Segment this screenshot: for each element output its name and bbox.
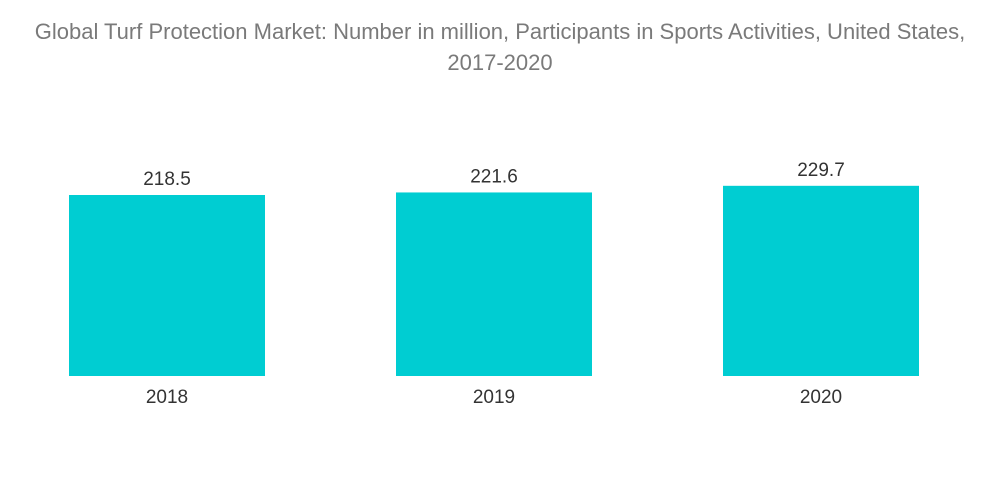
x-tick-label-2020: 2020	[800, 387, 842, 408]
x-tick-label-2018: 2018	[146, 387, 188, 408]
bar-2018	[69, 195, 265, 376]
x-axis-ticks: 2018 2019 2020	[146, 387, 842, 408]
bar-2019	[396, 192, 592, 376]
bar-2020	[723, 185, 919, 376]
value-label-2019: 221.6	[470, 166, 518, 187]
value-label-2020: 229.7	[797, 160, 845, 181]
value-label-2018: 218.5	[143, 169, 191, 190]
x-tick-label-2019: 2019	[473, 387, 515, 408]
value-labels-group: 218.5 221.6 229.7	[143, 160, 845, 190]
chart-title: Global Turf Protection Market: Number in…	[34, 19, 966, 75]
bars-group	[69, 185, 919, 376]
